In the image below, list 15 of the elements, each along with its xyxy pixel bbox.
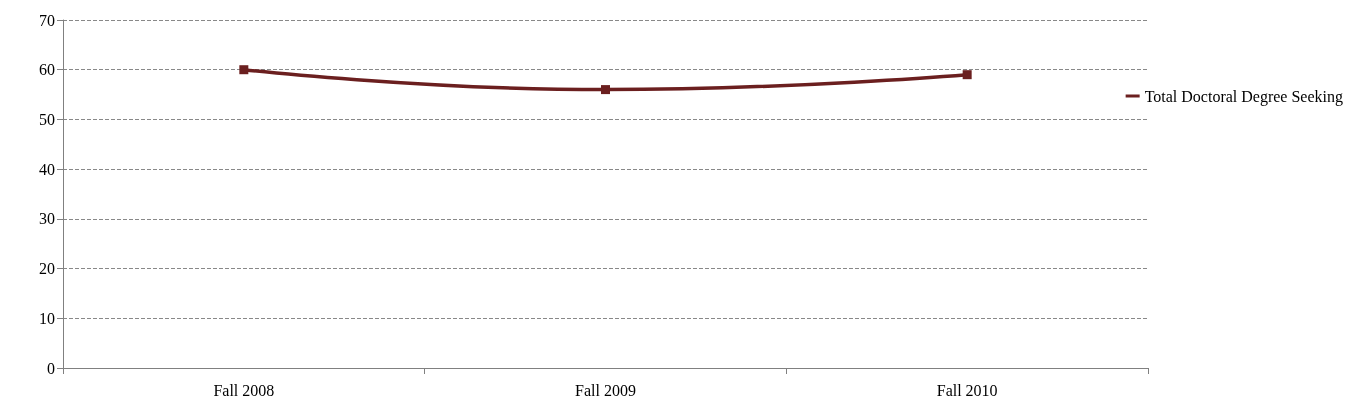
- point: [601, 85, 610, 95]
- y-tick-label: 50: [39, 110, 55, 128]
- point: [239, 65, 249, 75]
- y-tick-label: 20: [39, 260, 55, 278]
- legend-label: Total Doctoral Degree Seeking: [1144, 87, 1343, 106]
- x-tick-label: Fall 2010: [936, 381, 998, 399]
- y-tick-label: 10: [39, 309, 55, 327]
- y-tick-label: 0: [47, 359, 55, 377]
- point: [962, 70, 972, 80]
- y-tick-label: 70: [39, 11, 55, 29]
- y-tick-label: 30: [39, 210, 55, 228]
- x-tick-label: Fall 2009: [575, 381, 636, 399]
- y-tick-label: 40: [39, 160, 55, 178]
- y-tick-label: 60: [39, 61, 55, 79]
- x-tick-label: Fall 2008: [213, 381, 275, 399]
